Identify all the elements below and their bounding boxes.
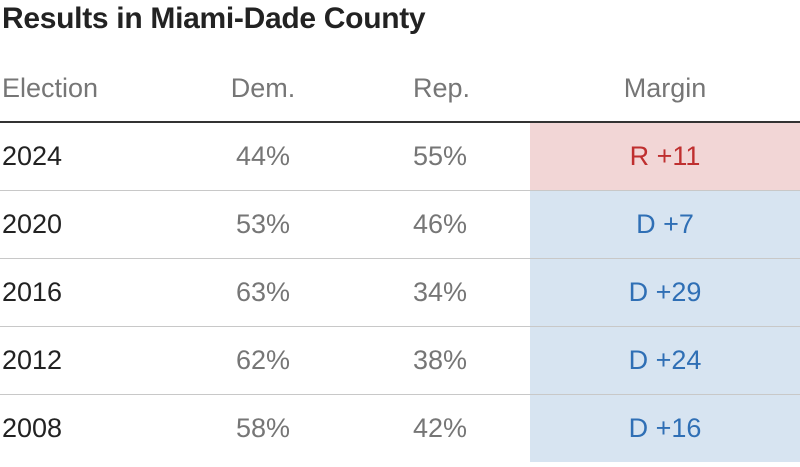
cell-election: 2016 — [0, 258, 153, 327]
cell-rep-share: 38% — [373, 326, 530, 395]
cell-dem-share: 53% — [153, 190, 373, 259]
column-header-election: Election — [0, 56, 153, 123]
table-row: 2008 58% 42% D +16 — [0, 394, 800, 462]
cell-election: 2024 — [0, 122, 153, 191]
table-row: 2016 63% 34% D +29 — [0, 258, 800, 327]
cell-margin: D +7 — [530, 190, 800, 259]
cell-rep-share: 55% — [373, 122, 530, 191]
column-header-rep: Rep. — [373, 56, 530, 123]
cell-rep-share: 46% — [373, 190, 530, 259]
cell-margin: R +11 — [530, 122, 800, 191]
cell-rep-share: 42% — [413, 413, 468, 443]
table-row: 2012 62% 38% D +24 — [0, 326, 800, 395]
cell-dem-share: 63% — [153, 258, 373, 327]
results-table: Election Dem. Rep. Margin 2024 44% 55% R… — [0, 56, 800, 462]
column-header-margin: Margin — [530, 56, 800, 123]
chart-title: Results in Miami-Dade County — [2, 2, 426, 35]
cell-dem-share: 58% — [235, 413, 291, 443]
cell-margin: D +24 — [530, 326, 800, 395]
column-header-dem: Dem. — [153, 56, 373, 123]
cell-dem-share: 62% — [153, 326, 373, 395]
cell-election: 2008 — [2, 413, 63, 443]
cell-margin: D +29 — [530, 258, 800, 327]
table-row: 2024 44% 55% R +11 — [0, 122, 800, 191]
cell-margin: D +16 — [530, 394, 800, 462]
table-header-row: Election Dem. Rep. Margin — [0, 56, 800, 123]
cell-rep-share: 34% — [373, 258, 530, 327]
table-row: 2020 53% 46% D +7 — [0, 190, 800, 259]
cell-dem-share: 44% — [153, 122, 373, 191]
cell-election: 2012 — [0, 326, 153, 395]
cell-election: 2020 — [0, 190, 153, 259]
